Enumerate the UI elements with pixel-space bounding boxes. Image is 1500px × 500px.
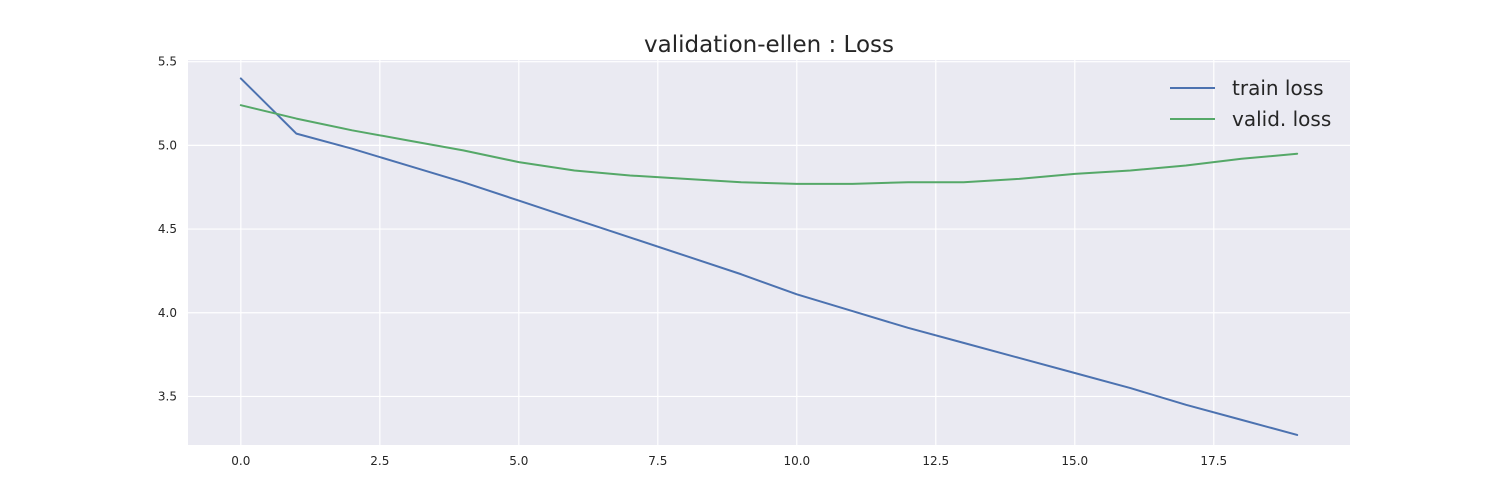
x-tick-label: 2.5 [370,454,389,468]
y-tick-label: 4.0 [158,306,177,320]
series-lines [239,77,1299,436]
y-tick-label: 5.0 [158,138,177,152]
x-tick-label: 7.5 [648,454,667,468]
x-tick-label: 5.0 [509,454,528,468]
x-tick-label: 10.0 [783,454,810,468]
tick-labels: 0.0 2.5 5.0 7.5 10.0 12.5 15.0 17.5 3.5 4.0 4.5 5.0… [158,55,1227,468]
legend-label: valid. loss [1232,107,1331,131]
y-tick-label: 4.5 [158,222,177,236]
plot-area [188,60,1350,445]
x-tick-label: 0.0 [231,454,250,468]
x-tick-label: 12.5 [922,454,949,468]
legend-label: train loss [1232,76,1324,100]
x-tick-label: 15.0 [1061,454,1088,468]
y-tick-label: 3.5 [158,389,177,403]
x-tick-label: 17.5 [1200,454,1227,468]
chart-title: validation-ellen : Loss [644,32,894,58]
series-line-train-loss [239,77,1299,436]
legend: train loss valid. loss [1170,76,1331,131]
grid-lines [188,60,1350,445]
y-tick-label: 5.5 [158,55,177,69]
series-line-valid-loss [239,104,1299,185]
